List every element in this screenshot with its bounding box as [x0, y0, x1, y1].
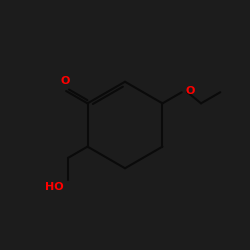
Text: HO: HO [45, 182, 63, 192]
Text: O: O [186, 86, 195, 96]
Text: O: O [60, 76, 70, 86]
